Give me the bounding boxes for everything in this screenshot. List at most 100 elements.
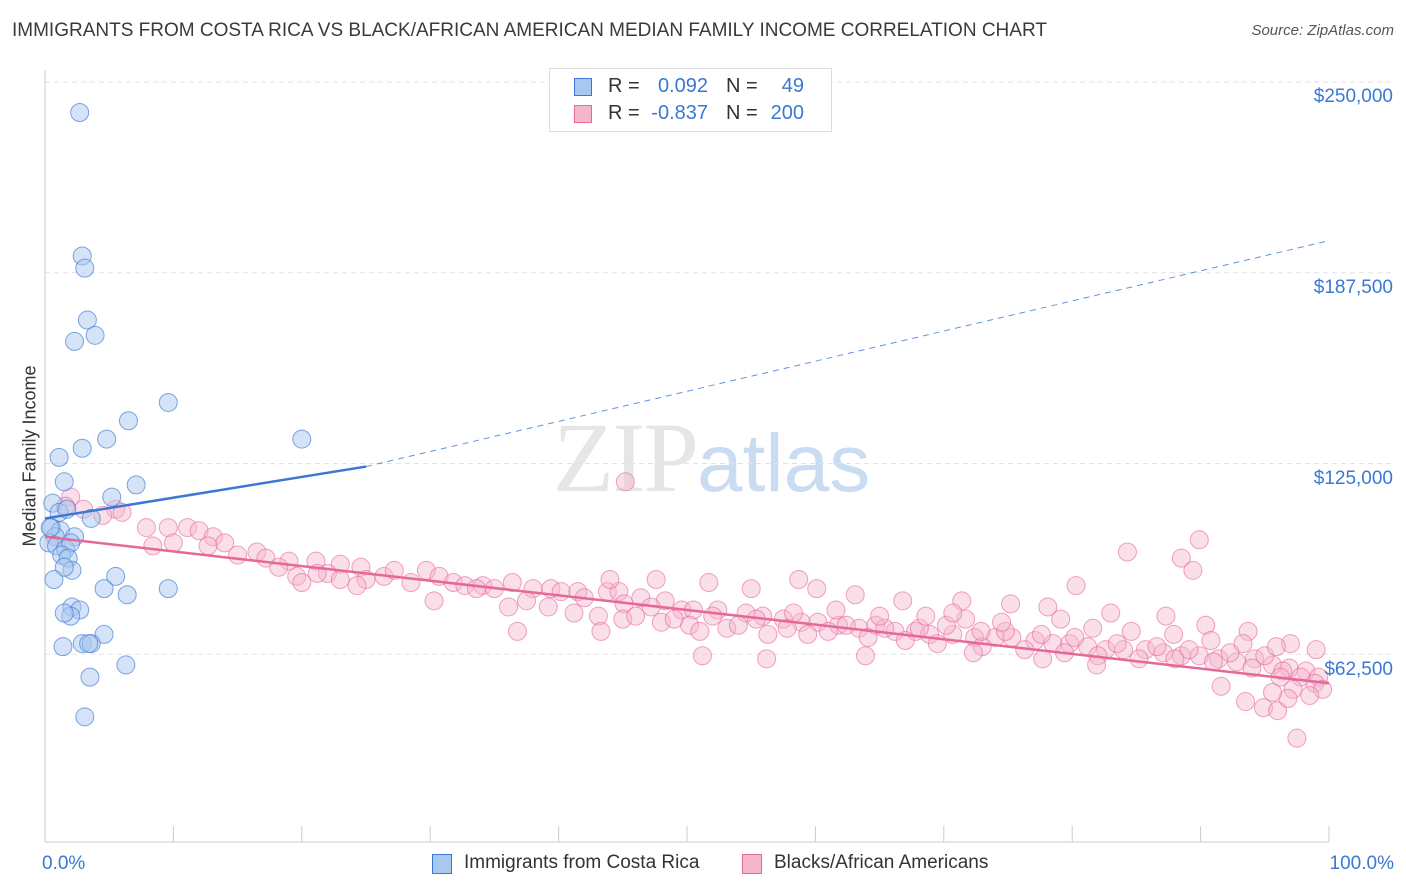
point-black-african-american-41 bbox=[347, 576, 367, 596]
source-label: Source: ZipAtlas.com bbox=[1251, 22, 1394, 39]
trend-line-costa-rica-extrapolated bbox=[365, 240, 1330, 468]
point-costa-rica-12 bbox=[54, 472, 74, 492]
point-costa-rica-40 bbox=[94, 624, 114, 644]
point-black-african-american-162 bbox=[1233, 634, 1253, 654]
point-black-african-american-142 bbox=[1255, 646, 1275, 666]
point-costa-rica-43 bbox=[53, 637, 73, 657]
point-black-african-american-102 bbox=[1196, 615, 1216, 635]
point-black-african-american-24 bbox=[287, 566, 307, 586]
point-black-african-american-149 bbox=[703, 606, 723, 626]
point-black-african-american-108 bbox=[798, 624, 818, 644]
point-costa-rica-14 bbox=[102, 487, 122, 507]
watermark-zip: ZIP bbox=[553, 402, 699, 513]
point-black-african-american-154 bbox=[916, 606, 936, 626]
point-black-african-american-19 bbox=[306, 551, 326, 571]
point-black-african-american-140 bbox=[1179, 640, 1199, 660]
legend-label: Blacks/African Americans bbox=[774, 852, 989, 873]
point-costa-rica-11 bbox=[49, 447, 69, 467]
point-black-african-american-120 bbox=[1242, 658, 1262, 678]
point-black-african-american-189 bbox=[424, 591, 444, 611]
legend-swatch-pink bbox=[742, 854, 762, 874]
point-black-african-american-165 bbox=[1189, 530, 1209, 550]
point-black-african-american-145 bbox=[564, 603, 584, 623]
point-costa-rica-30 bbox=[54, 557, 74, 577]
axes bbox=[44, 70, 1330, 843]
correlation-legend: R = 0.092 N = 49 R = -0.837 N = 200 bbox=[549, 68, 832, 132]
point-black-african-american-40 bbox=[292, 573, 312, 593]
point-black-african-american-167 bbox=[1171, 548, 1191, 568]
r-label: R = bbox=[608, 102, 640, 124]
r-value: -0.837 bbox=[651, 102, 708, 124]
point-black-african-american-92 bbox=[699, 573, 719, 593]
point-black-african-american-7 bbox=[178, 518, 198, 538]
n-label: N = bbox=[726, 102, 758, 124]
n-label: N = bbox=[726, 75, 758, 97]
point-black-african-american-138 bbox=[1107, 634, 1127, 654]
point-black-african-american-170 bbox=[943, 603, 963, 623]
point-black-african-american-164 bbox=[1306, 640, 1326, 660]
point-black-african-american-169 bbox=[1066, 576, 1086, 596]
series-immigrants-costa-rica bbox=[39, 103, 312, 727]
y-tick-label-187500: $187,500 bbox=[1313, 277, 1393, 298]
n-value: 200 bbox=[770, 102, 804, 124]
point-costa-rica-35 bbox=[158, 579, 178, 599]
point-black-african-american-106 bbox=[717, 618, 737, 638]
point-black-african-american-91 bbox=[646, 569, 666, 589]
point-black-african-american-182 bbox=[1268, 701, 1288, 721]
point-black-african-american-139 bbox=[1147, 637, 1167, 657]
point-black-african-american-38 bbox=[466, 579, 486, 599]
point-black-african-american-185 bbox=[1263, 682, 1283, 702]
point-black-african-american-161 bbox=[1201, 631, 1221, 651]
point-costa-rica-2 bbox=[75, 258, 95, 278]
point-black-african-american-136 bbox=[1031, 624, 1051, 644]
point-black-african-american-163 bbox=[1266, 637, 1286, 657]
point-black-african-american-146 bbox=[588, 606, 608, 626]
legend-swatch-blue bbox=[574, 78, 592, 96]
legend-swatch-blue bbox=[432, 854, 452, 874]
legend-swatch-pink bbox=[574, 105, 592, 123]
y-tick-label-250000: $250,000 bbox=[1313, 86, 1393, 107]
point-black-african-american-99 bbox=[1038, 597, 1058, 617]
y-tick-label-62500: $62,500 bbox=[1324, 659, 1393, 680]
point-black-african-american-188 bbox=[615, 472, 635, 492]
point-black-african-american-184 bbox=[1287, 728, 1307, 748]
point-black-african-american-172 bbox=[692, 646, 712, 666]
point-black-african-american-174 bbox=[591, 621, 611, 641]
point-costa-rica-39 bbox=[54, 603, 74, 623]
point-black-african-american-53 bbox=[538, 597, 558, 617]
point-black-african-american-104 bbox=[1280, 634, 1300, 654]
point-black-african-american-100 bbox=[1101, 603, 1121, 623]
chart-title: IMMIGRANTS FROM COSTA RICA VS BLACK/AFRI… bbox=[12, 20, 1047, 41]
point-black-african-american-8 bbox=[158, 518, 178, 538]
point-black-african-american-20 bbox=[269, 557, 289, 577]
point-black-african-american-6 bbox=[136, 518, 156, 538]
point-black-african-american-148 bbox=[664, 609, 684, 629]
point-black-african-american-101 bbox=[1156, 606, 1176, 626]
point-black-african-american-47 bbox=[655, 591, 675, 611]
point-black-african-american-85 bbox=[1245, 649, 1265, 669]
point-black-african-american-134 bbox=[971, 621, 991, 641]
point-black-african-american-181 bbox=[1254, 698, 1274, 718]
point-black-african-american-127 bbox=[690, 621, 710, 641]
point-black-african-american-118 bbox=[1165, 649, 1185, 669]
point-costa-rica-18 bbox=[81, 508, 101, 528]
point-black-african-american-107 bbox=[758, 624, 778, 644]
point-black-african-american-13 bbox=[143, 536, 163, 556]
point-costa-rica-34 bbox=[117, 585, 137, 605]
point-costa-rica-8 bbox=[97, 429, 117, 449]
point-black-african-american-177 bbox=[963, 643, 983, 663]
r-label: R = bbox=[608, 75, 640, 97]
point-black-african-american-12 bbox=[198, 536, 218, 556]
legend-row-costa-rica: R = 0.092 N = 49 bbox=[550, 73, 831, 101]
point-black-african-american-135 bbox=[995, 621, 1015, 641]
point-black-african-american-9 bbox=[189, 521, 209, 541]
point-black-african-american-82 bbox=[1189, 646, 1209, 666]
point-black-african-american-52 bbox=[499, 597, 519, 617]
x-tick-label-right: 100.0% bbox=[1329, 853, 1394, 874]
point-costa-rica-10 bbox=[72, 438, 92, 458]
point-black-african-american-11 bbox=[215, 533, 235, 553]
point-black-african-american-10 bbox=[203, 527, 223, 547]
y-tick-label-125000: $125,000 bbox=[1313, 468, 1393, 489]
point-costa-rica-4 bbox=[85, 325, 105, 345]
point-costa-rica-45 bbox=[116, 655, 136, 675]
